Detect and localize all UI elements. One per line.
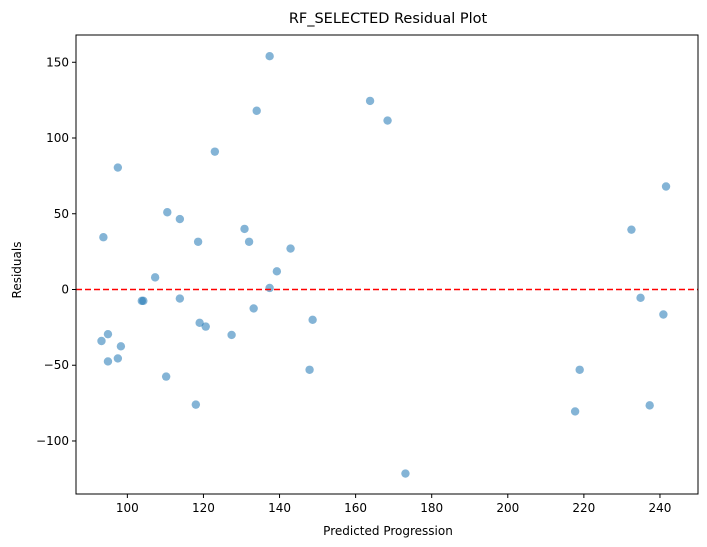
x-axis-title: Predicted Progression [323,524,453,538]
data-point-12 [193,237,203,246]
data-point-26 [201,322,210,331]
data-point-31 [113,354,123,363]
x-tick-label-180: 180 [420,501,443,515]
chart-title: RF_SELECTED Residual Plot [289,11,488,27]
plot-frame [75,34,699,495]
data-point-21 [636,293,645,303]
data-point-24 [308,315,317,324]
data-point-16 [150,273,160,282]
points-layer [97,52,671,478]
data-point-6 [661,182,671,191]
data-point-11 [99,233,108,242]
data-point-5 [113,163,123,172]
y-tick-label-0: 0 [61,282,69,296]
x-tick-label-220: 220 [572,501,595,515]
x-tick-label-240: 240 [649,501,672,515]
data-point-38 [570,407,580,416]
data-point-15 [272,267,282,276]
y-tick-label-100: 100 [46,131,69,145]
data-point-34 [575,365,584,374]
data-point-7 [163,208,172,217]
data-point-9 [240,224,249,234]
data-point-8 [175,214,185,224]
data-point-20 [175,294,185,303]
data-point-0 [265,52,274,61]
data-point-13 [244,237,254,246]
x-tick-label-100: 100 [116,501,139,515]
y-axis-ticks: −100 −50 0 50 100 150 [36,55,76,448]
data-point-1 [365,96,375,106]
y-axis-title: Residuals [10,242,24,299]
y-tick-label--100: −100 [36,434,69,448]
data-point-25 [195,318,204,328]
data-point-32 [103,357,113,366]
data-point-19 [139,296,148,306]
data-point-35 [161,372,171,381]
data-point-22 [249,304,258,313]
data-point-33 [305,365,314,374]
data-point-30 [116,342,126,351]
y-tick-label-150: 150 [46,55,69,69]
data-point-39 [401,469,410,478]
x-axis-ticks: 100 120 140 160 180 200 220 240 [116,494,672,515]
data-point-10 [627,225,636,234]
y-tick-label-50: 50 [54,207,69,221]
data-point-37 [645,401,654,410]
data-point-27 [103,329,113,339]
y-tick-label--50: −50 [44,358,69,372]
data-point-4 [210,147,220,156]
data-point-17 [265,283,274,293]
data-point-2 [252,106,261,115]
x-tick-label-140: 140 [268,501,291,515]
x-tick-label-200: 200 [496,501,519,515]
data-point-29 [97,336,106,346]
data-point-3 [383,116,392,125]
x-tick-label-120: 120 [192,501,215,515]
data-point-14 [286,244,295,253]
data-point-23 [659,310,668,319]
data-point-36 [191,400,201,409]
data-point-28 [227,330,236,340]
x-tick-label-160: 160 [344,501,367,515]
